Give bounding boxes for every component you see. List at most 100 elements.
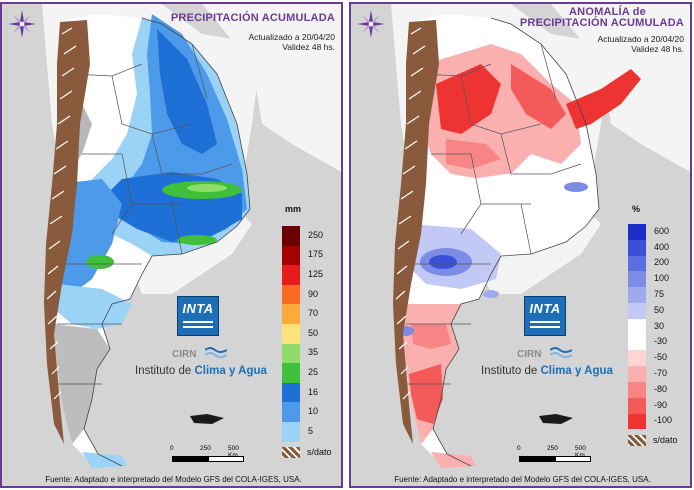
legend-label: -100	[654, 415, 673, 426]
legend-item: -90	[628, 397, 688, 414]
legend-label: 50	[654, 304, 665, 315]
nodata-label: s/dato	[307, 447, 332, 457]
legend-label: -90	[654, 399, 668, 410]
wave-icon	[550, 347, 572, 358]
map-title: PRECIPITACIÓN ACUMULADA	[170, 12, 335, 24]
legend-label: 200	[654, 257, 670, 268]
legend-swatch	[282, 284, 300, 305]
legend-label: 25	[308, 366, 319, 377]
legend-swatch	[628, 303, 646, 319]
legend-item: 50	[628, 303, 688, 319]
precipitation-map-panel: PRECIPITACIÓN ACUMULADA Actualizado a 20…	[0, 2, 343, 488]
legend-swatch	[628, 334, 646, 351]
updated-date: Actualizado a 20/04/20	[597, 34, 684, 44]
wave-icon	[205, 347, 227, 358]
legend-item: 90	[282, 284, 341, 305]
validity-text: Validez 48 hs.	[631, 44, 684, 54]
precipitation-map	[2, 4, 341, 486]
legend-swatch	[282, 422, 300, 442]
legend-item: 50	[282, 324, 341, 344]
legend-item: 16	[282, 382, 341, 403]
legend-label: 125	[308, 268, 324, 279]
legend-item: -70	[628, 366, 688, 382]
legend-label: 70	[308, 308, 319, 319]
legend-item: 70	[282, 304, 341, 324]
legend-swatch	[628, 382, 646, 398]
legend-label: 75	[654, 289, 665, 300]
legend-item: 10	[282, 402, 341, 422]
anomaly-map	[351, 4, 690, 486]
legend-item: 5	[282, 422, 341, 442]
compass-rose-icon	[357, 10, 385, 38]
legend-swatch	[282, 304, 300, 324]
legend-swatch	[628, 318, 646, 335]
legend-item: -30	[628, 334, 688, 351]
legend-label: 5	[308, 425, 314, 436]
legend-label: 30	[654, 320, 665, 331]
legend-label: -50	[654, 352, 668, 363]
legend-swatch	[282, 382, 300, 403]
anomaly-map-panel: ANOMALÍA de PRECIPITACIÓN ACUMULADA Actu…	[349, 2, 692, 488]
legend-item: -50	[628, 350, 688, 367]
legend-swatch	[628, 224, 646, 240]
institute-name: Instituto de Clima y Agua	[481, 365, 613, 377]
inta-logo: INTA	[177, 296, 219, 336]
legend-item: 35	[282, 343, 341, 364]
legend-label: 600	[654, 225, 670, 236]
legend-label: -70	[654, 368, 668, 379]
nodata-label: s/dato	[653, 435, 678, 445]
cirn-label: CIRN	[517, 349, 542, 360]
updated-date: Actualizado a 20/04/20	[248, 32, 335, 42]
legend-swatch	[282, 245, 300, 266]
legend-item: 175	[282, 245, 341, 266]
legend-item: -80	[628, 382, 688, 398]
legend-swatch	[628, 239, 646, 256]
legend-item: 100	[628, 271, 688, 288]
legend-label: 175	[308, 249, 324, 260]
legend-swatch	[628, 413, 646, 430]
legend-label: 100	[654, 273, 670, 284]
legend-swatch	[282, 402, 300, 422]
legend-swatch	[628, 255, 646, 272]
source-note: Fuente: Adaptado e interpretado del Mode…	[45, 475, 302, 484]
legend-item: 125	[282, 265, 341, 285]
nodata-swatch	[628, 435, 646, 446]
legend-label: 16	[308, 386, 319, 397]
legend-swatch	[282, 265, 300, 285]
legend-item: 400	[628, 239, 688, 256]
legend-unit: mm	[285, 204, 302, 214]
compass-rose-icon	[8, 10, 36, 38]
legend-item: -100	[628, 413, 688, 430]
validity-text: Validez 48 hs.	[282, 42, 335, 52]
legend-swatch	[282, 226, 300, 246]
legend-swatch	[282, 343, 300, 364]
legend-item: 200	[628, 255, 688, 272]
institute-name: Instituto de Clima y Agua	[135, 365, 267, 377]
legend-label: 35	[308, 347, 319, 358]
legend-label: 10	[308, 406, 319, 417]
cirn-label: CIRN	[172, 349, 197, 360]
legend-label: -30	[654, 336, 668, 347]
legend-swatch	[628, 350, 646, 367]
legend-item: 75	[628, 287, 688, 303]
map-title-line1: ANOMALÍA de	[569, 6, 646, 18]
legend-swatch	[628, 366, 646, 382]
legend-swatch	[282, 363, 300, 383]
legend-label: 90	[308, 288, 319, 299]
legend-swatch	[628, 271, 646, 288]
source-note: Fuente: Adaptado e interpretado del Mode…	[394, 475, 651, 484]
legend-item: 250	[282, 226, 341, 246]
nodata-swatch	[282, 447, 300, 458]
legend-item: 30	[628, 318, 688, 335]
legend-label: 50	[308, 327, 319, 338]
inta-logo: INTA	[524, 296, 566, 336]
legend-swatch	[282, 324, 300, 344]
legend-label: 400	[654, 241, 670, 252]
legend-item: 25	[282, 363, 341, 383]
legend-unit: %	[632, 204, 641, 214]
legend-swatch	[628, 397, 646, 414]
map-title-line2: PRECIPITACIÓN ACUMULADA	[519, 17, 684, 29]
legend-label: 250	[308, 229, 324, 240]
legend-label: -80	[654, 383, 668, 394]
legend-swatch	[628, 287, 646, 303]
